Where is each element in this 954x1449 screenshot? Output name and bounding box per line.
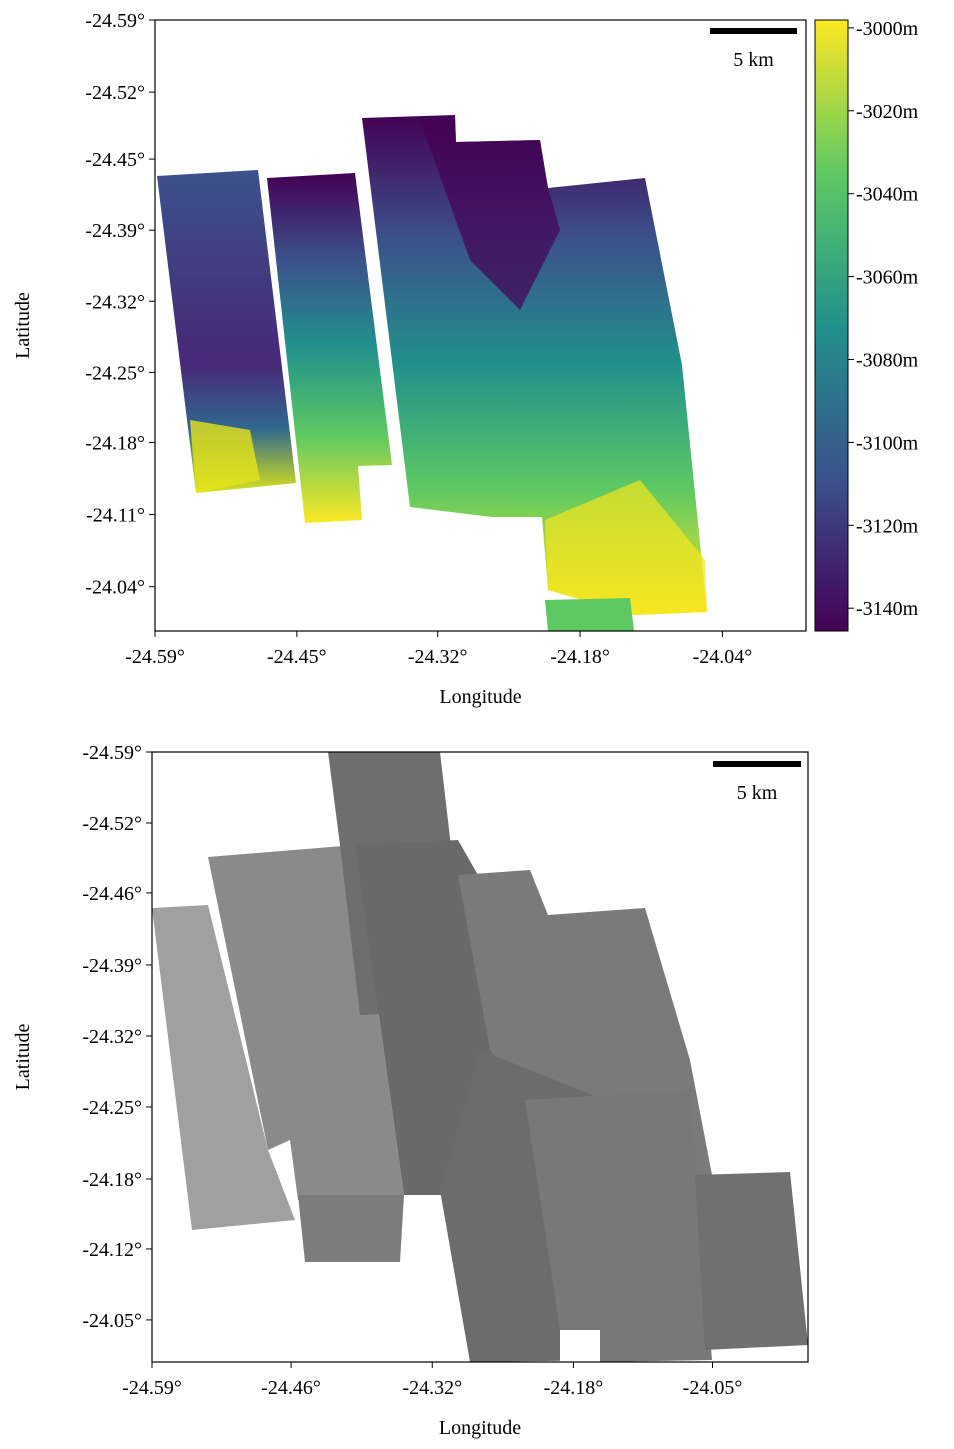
x-tick-label: -24.32°	[402, 1377, 462, 1399]
y-tick-label: -24.18°	[85, 432, 145, 454]
scale-bar-label: 5 km	[733, 49, 774, 71]
x-tick-label: -24.18°	[544, 1377, 604, 1399]
x-tick-label: -24.59°	[122, 1377, 182, 1399]
axes-frame	[154, 19, 807, 632]
gap	[560, 1330, 600, 1362]
y-tick-label: -24.32°	[82, 1026, 142, 1048]
image-strip	[152, 905, 295, 1230]
x-tick-label: -24.04°	[693, 646, 753, 668]
y-tick-label: -24.45°	[85, 149, 145, 171]
y-tick-label: -24.39°	[85, 220, 145, 242]
image-mosaic	[152, 752, 808, 1362]
x-axis-label: Longitude	[439, 1417, 521, 1439]
colorbar-tick-label: -3120m	[856, 515, 919, 537]
depression	[420, 118, 560, 310]
colorbar-tick-label: -3000m	[856, 18, 919, 40]
y-tick-label: -24.59°	[85, 10, 145, 32]
elevation-strip	[190, 420, 260, 493]
elevation-map	[157, 115, 707, 631]
y-tick-label: -24.52°	[85, 82, 145, 104]
colorbar-tick-label: -3140m	[856, 598, 919, 620]
colorbar-tick-label: -3080m	[856, 349, 919, 371]
y-tick-label: -24.32°	[85, 291, 145, 313]
elevation-strip	[267, 173, 392, 523]
scale-bar-label: 5 km	[737, 782, 778, 804]
y-tick-label: -24.46°	[82, 883, 142, 905]
high-ground	[545, 480, 707, 615]
colorbar	[814, 19, 849, 632]
y-tick-label: -24.12°	[82, 1239, 142, 1261]
y-tick-label: -24.11°	[86, 505, 145, 527]
image-strip	[695, 1172, 808, 1350]
y-tick-label: -24.05°	[82, 1310, 142, 1332]
x-tick-label: -24.46°	[261, 1377, 321, 1399]
x-axis-label: Longitude	[439, 686, 521, 708]
y-tick-label: -24.59°	[82, 742, 142, 764]
y-tick-label: -24.39°	[82, 955, 142, 977]
y-axis-label: Latitude	[12, 1024, 34, 1091]
elevation-strip	[157, 170, 296, 493]
image-strip	[298, 1195, 404, 1262]
y-tick-label: -24.52°	[82, 813, 142, 835]
y-tick-label: -24.18°	[82, 1169, 142, 1191]
colorbar-tick-label: -3100m	[856, 432, 919, 454]
y-tick-label: -24.25°	[82, 1097, 142, 1119]
y-tick-label: -24.04°	[85, 577, 145, 599]
axes-frame	[151, 751, 809, 1363]
colorbar-tick-label: -3020m	[856, 101, 919, 123]
image-strip	[525, 1090, 712, 1362]
colorbar-tick-label: -3060m	[856, 267, 919, 289]
x-tick-label: -24.59°	[125, 646, 185, 668]
elevation-strip	[545, 598, 634, 631]
y-axis-label: Latitude	[12, 292, 34, 359]
x-tick-label: -24.45°	[267, 646, 327, 668]
colorbar-tick-label: -3040m	[856, 184, 919, 206]
y-tick-label: -24.25°	[85, 362, 145, 384]
x-tick-label: -24.18°	[550, 646, 610, 668]
x-tick-label: -24.32°	[408, 646, 468, 668]
x-tick-label: -24.05°	[683, 1377, 743, 1399]
